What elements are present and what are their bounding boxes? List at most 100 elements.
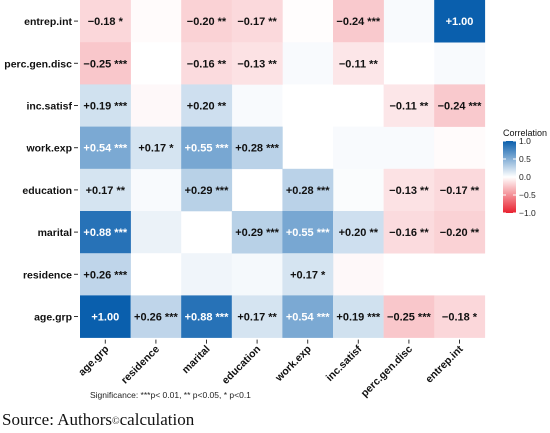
heatmap-cell bbox=[130, 126, 182, 170]
x-tick-label: work.exp bbox=[272, 343, 313, 384]
heatmap-cell-faint bbox=[181, 253, 233, 296]
heatmap-cell bbox=[80, 126, 131, 170]
cell-label: −0.18 * bbox=[88, 16, 124, 28]
cell-label: +0.88 *** bbox=[83, 227, 127, 239]
heatmap-cell bbox=[282, 168, 334, 212]
heatmap-cell-faint bbox=[231, 84, 283, 127]
cell-label: +0.17 ** bbox=[237, 312, 277, 324]
heatmap-cell-faint bbox=[333, 84, 384, 127]
cell-label: +0.29 *** bbox=[185, 185, 229, 197]
cell-label: +0.28 *** bbox=[235, 143, 279, 155]
heatmap-cell-faint bbox=[333, 168, 384, 212]
legend-tick-label: 1.0 bbox=[519, 136, 531, 146]
heatmap-cell bbox=[434, 0, 486, 43]
heatmap-cell-faint bbox=[434, 42, 486, 85]
heatmap-cell-faint bbox=[434, 126, 486, 170]
heatmap-cell bbox=[383, 211, 435, 254]
legend-tick-label: 0.5 bbox=[519, 154, 531, 164]
cell-label: +0.28 *** bbox=[286, 185, 330, 197]
cell-label: +0.26 *** bbox=[83, 269, 127, 281]
heatmap-cell bbox=[181, 126, 233, 170]
heatmap-cell bbox=[434, 168, 486, 212]
heatmap-cell bbox=[130, 295, 182, 338]
cell-label: −0.25 *** bbox=[387, 312, 431, 324]
heatmap-cell bbox=[80, 84, 131, 127]
y-tick-label: inc.satisf bbox=[26, 101, 72, 113]
heatmap-cell bbox=[80, 0, 131, 43]
cell-label: +0.19 *** bbox=[83, 101, 127, 113]
heatmap-cell bbox=[434, 295, 486, 338]
heatmap-cell-faint bbox=[434, 253, 486, 296]
cell-labels: −0.18 * −0.20 ** −0.17 ** −0.24 *** +1.00 −0.… bbox=[83, 16, 482, 323]
heatmap-cell-faint bbox=[130, 42, 182, 85]
heatmap-cell bbox=[383, 168, 435, 212]
cell-label: −0.11 ** bbox=[389, 101, 429, 113]
heatmap-cell bbox=[181, 295, 233, 338]
x-tick-label: inc.satisf bbox=[324, 343, 365, 384]
heatmap-cell bbox=[231, 42, 283, 85]
heatmap-cell bbox=[282, 253, 334, 296]
heatmap-cell bbox=[231, 211, 283, 254]
significance-note: Significance: ***p< 0.01, ** p<0.05, * p… bbox=[90, 390, 251, 400]
cell-label: +0.17 * bbox=[290, 269, 326, 281]
heatmap-cell bbox=[333, 295, 384, 338]
heatmap-cell bbox=[80, 211, 131, 254]
cell-label: +0.17 ** bbox=[86, 185, 126, 197]
cell-label: +1.00 bbox=[91, 312, 119, 324]
cell-label: +0.19 *** bbox=[336, 312, 380, 324]
cell-label: +0.54 *** bbox=[83, 143, 127, 155]
x-tick-label: perc.gen.disc bbox=[359, 343, 415, 399]
cell-label: −0.13 ** bbox=[389, 185, 429, 197]
cell-label: −0.20 ** bbox=[440, 227, 480, 239]
heatmap-cells bbox=[80, 0, 486, 338]
heatmap-cell-faint bbox=[383, 253, 435, 296]
x-tick-label: marital bbox=[180, 343, 213, 376]
y-tick-label: education bbox=[22, 185, 72, 197]
heatmap-cell bbox=[181, 168, 233, 212]
x-tick-label: entrep.int bbox=[423, 343, 466, 386]
heatmap-cell-faint bbox=[282, 42, 334, 85]
heatmap-cell-faint bbox=[333, 253, 384, 296]
heatmap-cell-faint bbox=[383, 126, 435, 170]
heatmap-cell bbox=[231, 0, 283, 43]
cell-label: −0.16 ** bbox=[389, 227, 429, 239]
heatmap-cell bbox=[80, 168, 131, 212]
heatmap-cell-faint bbox=[383, 0, 435, 43]
cell-label: −0.24 *** bbox=[336, 16, 380, 28]
heatmap-cell bbox=[231, 295, 283, 338]
y-tick-label: work.exp bbox=[25, 143, 72, 155]
cell-label: +0.20 ** bbox=[187, 101, 227, 113]
heatmap-cell bbox=[383, 84, 435, 127]
heatmap-cell-faint bbox=[231, 253, 283, 296]
source-suffix: calculation bbox=[119, 410, 195, 429]
cell-label: +0.29 *** bbox=[235, 227, 279, 239]
cell-label: −0.13 ** bbox=[237, 58, 277, 70]
cell-label: −0.25 *** bbox=[83, 58, 127, 70]
cell-label: −0.16 ** bbox=[187, 58, 227, 70]
cell-label: +0.17 * bbox=[138, 143, 174, 155]
cell-label: −0.11 ** bbox=[339, 58, 379, 70]
heatmap-cell-faint bbox=[130, 168, 182, 212]
heatmap-cell-faint bbox=[130, 0, 182, 43]
x-tick-label: age.grp bbox=[76, 343, 111, 378]
x-tick-label: education bbox=[220, 343, 264, 387]
source-mark: © bbox=[112, 416, 120, 427]
cell-label: +0.20 ** bbox=[339, 227, 379, 239]
y-tick-label: perc.gen.disc bbox=[4, 58, 72, 70]
y-tick-label: age.grp bbox=[34, 312, 72, 324]
y-axis: age.grp residence marital education work.exp… bbox=[4, 16, 78, 324]
heatmap-cell-faint bbox=[130, 253, 182, 296]
cell-label: +0.54 *** bbox=[286, 312, 330, 324]
cell-label: −0.17 ** bbox=[440, 185, 480, 197]
heatmap-cell bbox=[282, 295, 334, 338]
legend-tick-label: −0.5 bbox=[519, 190, 536, 200]
heatmap-cell-faint bbox=[231, 168, 283, 212]
heatmap-cell bbox=[282, 211, 334, 254]
y-tick-label: entrep.int bbox=[24, 16, 72, 28]
y-tick-label: marital bbox=[38, 227, 73, 239]
heatmap-cell bbox=[333, 211, 384, 254]
x-tick-label: residence bbox=[119, 343, 162, 386]
cell-label: +0.55 *** bbox=[185, 143, 229, 155]
